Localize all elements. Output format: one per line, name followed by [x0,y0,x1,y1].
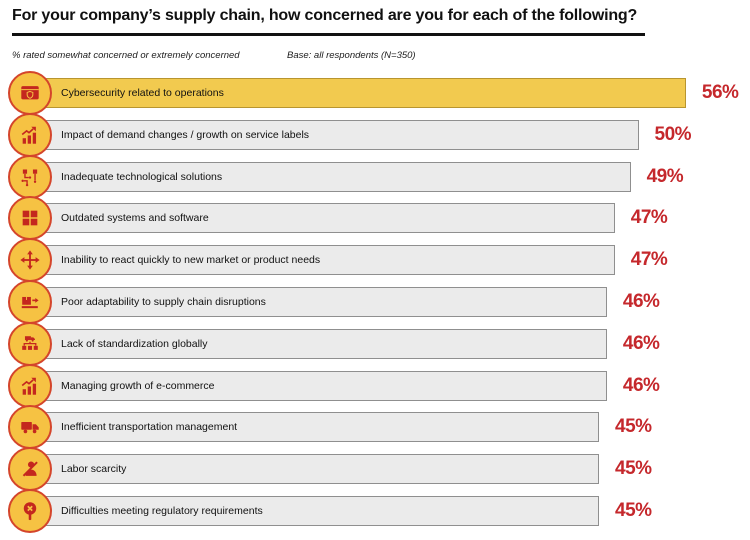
circuit-board-icon [8,154,52,199]
pin-x-icon [8,489,52,533]
bar-label: Impact of demand changes / growth on ser… [61,128,310,141]
value-label: 46% [622,291,660,312]
bar-label: Outdated systems and software [61,212,209,225]
value-label: 49% [646,165,684,187]
bar: Inability to react quickly to new market… [44,245,615,276]
bar: Labor scarcity [44,454,599,485]
value-label: 47% [630,249,668,271]
package-out-icon [8,280,52,324]
move-arrows-icon [8,238,52,283]
bar-label: Inefficient transportation management [61,421,238,434]
title-underline [12,33,645,36]
bar-label: Difficulties meeting regulatory requirem… [61,505,263,517]
value-label: 45% [615,500,652,521]
no-person-icon [8,447,52,492]
bar: Inefficient transportation management [44,412,599,443]
bar: Lack of standardization globally [44,328,607,359]
chart-note: % rated somewhat concerned or extremely … [12,50,240,61]
bar-label: Poor adaptability to supply chain disrup… [61,296,266,308]
value-label: 56% [701,82,739,103]
bar: Impact of demand changes / growth on ser… [44,119,639,150]
bar: Poor adaptability to supply chain disrup… [44,287,607,317]
value-label: 45% [615,416,652,438]
growth-chart-icon [8,112,52,157]
window-shield-icon [8,71,52,115]
bar-label: Inability to react quickly to new market… [61,254,321,267]
value-label: 47% [630,207,668,229]
distribution-network-icon [8,321,52,366]
value-label: 45% [615,458,652,480]
bar: Difficulties meeting regulatory requirem… [44,496,599,526]
bar: Inadequate technological solutions [44,161,631,192]
chart-base-note: Base: all respondents (N=350) [287,50,416,61]
bar: Managing growth of e-commerce [44,370,607,401]
value-label: 46% [622,332,660,354]
bar-label: Managing growth of e-commerce [61,379,215,392]
value-label: 50% [654,123,692,145]
value-label: 46% [622,374,660,396]
bar-label: Lack of standardization globally [61,337,208,350]
page-title: For your company’s supply chain, how con… [12,7,638,24]
growth-chart-icon [8,363,52,408]
grid-squares-icon [8,196,52,241]
truck-icon [8,405,52,450]
bar: Cybersecurity related to operations [44,78,686,108]
bar-label: Inadequate technological solutions [61,170,223,183]
bar-label: Labor scarcity [61,463,127,476]
bar: Outdated systems and software [44,203,615,234]
bar-label: Cybersecurity related to operations [61,87,224,99]
